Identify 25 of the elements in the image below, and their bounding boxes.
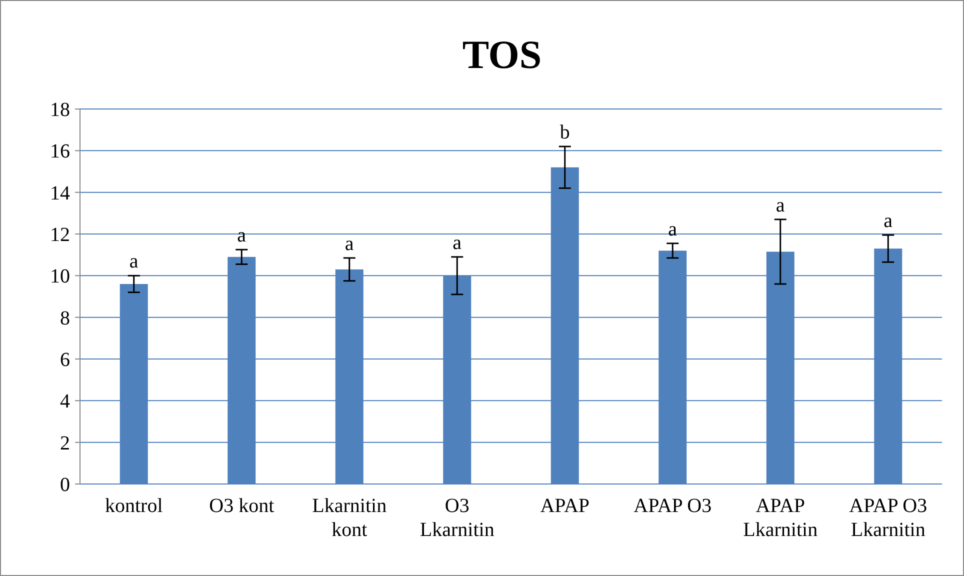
annotation: a	[129, 250, 138, 273]
y-tick-label: 10	[50, 266, 70, 288]
y-tick-label: 14	[50, 182, 70, 204]
y-tick-label: 4	[60, 390, 70, 413]
annotation: a	[452, 232, 462, 254]
y-tick-label: 6	[60, 349, 70, 371]
annotation: a	[884, 210, 893, 232]
annotation: a	[776, 194, 785, 216]
x-tick-label: O3 Lkarnitin	[420, 495, 494, 541]
x-tick-label: APAP O3 Lkarnitin	[849, 495, 928, 541]
x-tick-label: APAP O3	[634, 495, 712, 517]
chart-title: TOS	[462, 32, 542, 77]
x-tick-label: APAP Lkarnitin	[743, 495, 818, 541]
y-tick-label: 8	[60, 307, 70, 330]
y-tick-label: 0	[60, 474, 70, 496]
x-tick-label: Lkarnitin kont	[312, 495, 387, 541]
x-tick-label: kontrol	[104, 495, 164, 517]
x-tick-label: O3 kont	[209, 495, 275, 517]
annotation: a	[344, 232, 354, 255]
y-tick-label: 2	[60, 432, 70, 454]
x-tick-label: APAP	[540, 495, 590, 517]
annotation: b	[560, 122, 570, 144]
y-tick-label: 18	[50, 99, 70, 121]
y-tick-label: 16	[50, 140, 70, 163]
y-tick-label: 12	[50, 224, 70, 246]
